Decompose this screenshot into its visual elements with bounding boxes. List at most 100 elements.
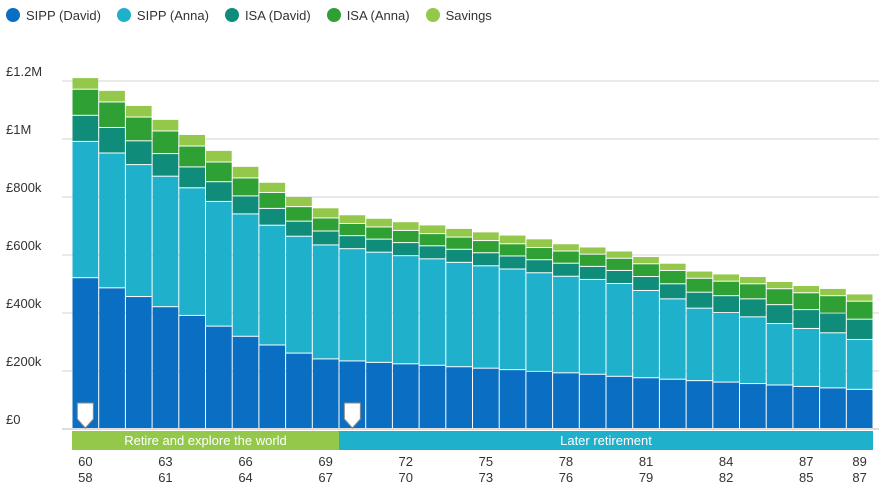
- bar-segment[interactable]: [740, 317, 766, 384]
- bar-segment[interactable]: [366, 239, 392, 252]
- bar-segment[interactable]: [633, 264, 659, 277]
- bar-segment[interactable]: [659, 299, 686, 379]
- bar-segment[interactable]: [713, 296, 739, 312]
- bar-segment[interactable]: [72, 78, 99, 89]
- bar-segment[interactable]: [125, 165, 152, 297]
- bar-segment[interactable]: [553, 373, 579, 428]
- bar-segment[interactable]: [232, 178, 259, 196]
- legend-item-isa-anna[interactable]: ISA (Anna): [326, 8, 410, 23]
- bar-segment[interactable]: [820, 333, 846, 388]
- bar-segment[interactable]: [446, 367, 472, 428]
- bar-segment[interactable]: [392, 256, 419, 364]
- bar-segment[interactable]: [740, 299, 766, 317]
- bar-segment[interactable]: [99, 102, 125, 127]
- bar-segment[interactable]: [312, 245, 339, 359]
- bar-segment[interactable]: [633, 290, 659, 378]
- bar-segment[interactable]: [499, 269, 526, 370]
- bar-segment[interactable]: [499, 370, 526, 428]
- bar-segment[interactable]: [579, 247, 606, 254]
- bar-segment[interactable]: [579, 279, 606, 374]
- legend-item-isa-david[interactable]: ISA (David): [224, 8, 311, 23]
- bar-segment[interactable]: [526, 260, 553, 273]
- bar-segment[interactable]: [713, 281, 739, 296]
- bar-segment[interactable]: [606, 258, 633, 270]
- bar-segment[interactable]: [179, 134, 205, 146]
- bar-segment[interactable]: [686, 278, 713, 292]
- bar-segment[interactable]: [579, 374, 606, 428]
- phase-marker-icon[interactable]: [76, 402, 94, 429]
- bar-segment[interactable]: [579, 266, 606, 279]
- bar-segment[interactable]: [152, 154, 179, 176]
- bar-segment[interactable]: [419, 246, 446, 259]
- bar-segment[interactable]: [99, 90, 125, 102]
- bar-segment[interactable]: [206, 182, 232, 201]
- bar-segment[interactable]: [286, 197, 312, 207]
- bar-segment[interactable]: [713, 274, 739, 281]
- bar-segment[interactable]: [99, 288, 125, 428]
- bar-segment[interactable]: [312, 231, 339, 245]
- phase-marker-icon[interactable]: [343, 402, 361, 429]
- bar-segment[interactable]: [686, 381, 713, 428]
- bar-segment[interactable]: [99, 153, 125, 288]
- bar-segment[interactable]: [206, 162, 232, 182]
- bar-segment[interactable]: [339, 215, 366, 223]
- bar-segment[interactable]: [740, 284, 766, 299]
- bar-segment[interactable]: [125, 141, 152, 165]
- bar-segment[interactable]: [392, 243, 419, 256]
- bar-segment[interactable]: [286, 207, 312, 221]
- bar-segment[interactable]: [659, 263, 686, 270]
- bar-segment[interactable]: [206, 326, 232, 428]
- bar-segment[interactable]: [846, 389, 873, 428]
- bar-segment[interactable]: [152, 131, 179, 154]
- bar-segment[interactable]: [152, 176, 179, 307]
- bar-segment[interactable]: [820, 288, 846, 296]
- bar-segment[interactable]: [526, 273, 553, 371]
- bar-segment[interactable]: [259, 225, 286, 345]
- bar-segment[interactable]: [606, 284, 633, 376]
- bar-segment[interactable]: [766, 281, 793, 289]
- legend-item-savings[interactable]: Savings: [425, 8, 492, 23]
- bar-segment[interactable]: [339, 249, 366, 361]
- phase-bar[interactable]: [72, 431, 339, 450]
- bar-segment[interactable]: [766, 385, 793, 429]
- bar-segment[interactable]: [419, 234, 446, 246]
- bar-segment[interactable]: [125, 117, 152, 141]
- bar-segment[interactable]: [473, 253, 499, 266]
- bar-segment[interactable]: [392, 222, 419, 230]
- bar-segment[interactable]: [232, 336, 259, 428]
- bar-segment[interactable]: [72, 115, 99, 141]
- bar-segment[interactable]: [259, 345, 286, 428]
- bar-segment[interactable]: [72, 141, 99, 278]
- bar-segment[interactable]: [820, 313, 846, 333]
- bar-segment[interactable]: [339, 223, 366, 236]
- bar-segment[interactable]: [232, 214, 259, 336]
- bar-segment[interactable]: [232, 196, 259, 214]
- bar-segment[interactable]: [766, 305, 793, 324]
- bar-segment[interactable]: [793, 293, 820, 310]
- bar-segment[interactable]: [312, 359, 339, 428]
- bar-segment[interactable]: [366, 227, 392, 239]
- bar-segment[interactable]: [766, 289, 793, 305]
- bar-segment[interactable]: [633, 277, 659, 290]
- bar-segment[interactable]: [606, 376, 633, 428]
- bar-segment[interactable]: [659, 270, 686, 284]
- bar-segment[interactable]: [633, 257, 659, 264]
- bar-segment[interactable]: [740, 384, 766, 428]
- bar-segment[interactable]: [419, 259, 446, 365]
- bar-segment[interactable]: [473, 368, 499, 428]
- bar-segment[interactable]: [846, 301, 873, 319]
- bar-segment[interactable]: [179, 188, 205, 315]
- bar-segment[interactable]: [179, 167, 205, 188]
- bar-segment[interactable]: [392, 230, 419, 243]
- bar-segment[interactable]: [312, 208, 339, 218]
- bar-segment[interactable]: [766, 324, 793, 385]
- bar-segment[interactable]: [499, 244, 526, 256]
- bar-segment[interactable]: [232, 166, 259, 178]
- bar-segment[interactable]: [713, 313, 739, 382]
- bar-segment[interactable]: [366, 362, 392, 428]
- bar-segment[interactable]: [259, 182, 286, 192]
- bar-segment[interactable]: [846, 319, 873, 339]
- bar-segment[interactable]: [446, 249, 472, 262]
- bar-segment[interactable]: [553, 276, 579, 373]
- bar-segment[interactable]: [713, 382, 739, 428]
